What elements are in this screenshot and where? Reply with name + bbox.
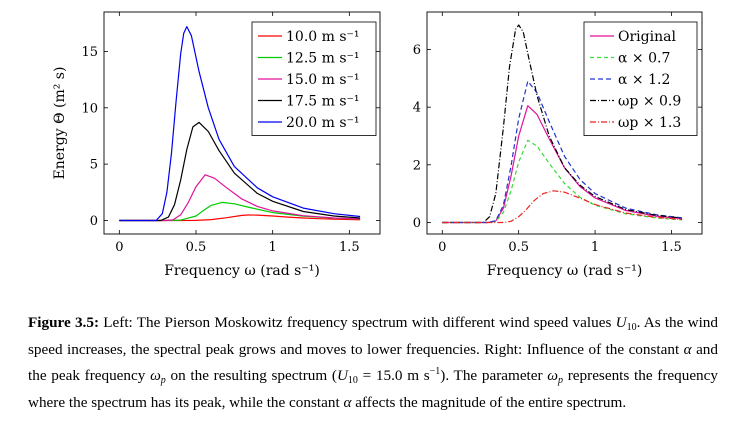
series-line <box>119 214 361 222</box>
right-chart: 0 0.5 1 1.5 0 2 4 6 Frequency ω (rad s⁻¹) Origina… <box>413 11 703 279</box>
caption-text: and the peak frequency <box>28 341 718 384</box>
caption-symbol: U <box>615 314 627 331</box>
legend: 10.0 m s⁻¹ 12.5 m s⁻¹ 15.0 m s⁻¹ 17.5 m s⁻¹… <box>251 21 377 136</box>
legend-label: 20.0 m s⁻¹ <box>286 115 360 131</box>
caption-subscript: 10 <box>347 375 358 386</box>
caption-label: Figure 3.5: <box>28 314 100 331</box>
caption-subscript: p <box>558 375 564 386</box>
legend: Original α × 0.7 α × 1.2 ωp × 0.9 ωp × 1.3 <box>583 21 698 136</box>
caption-subscript: 10 <box>626 322 637 333</box>
x-axis-label: Frequency ω (rad s⁻¹) <box>164 263 320 279</box>
legend-label: ωp × 0.9 <box>618 94 681 110</box>
y-axis-label: Energy Θ (m² s) <box>52 67 68 180</box>
figure-caption: Figure 3.5: Left: The Pierson Moskowitz … <box>28 312 718 414</box>
series-line <box>442 190 683 224</box>
caption-superscript: −1 <box>429 366 441 377</box>
caption-text: Left: The Pierson Moskowitz frequency sp… <box>99 314 616 331</box>
y-tick-label: 6 <box>413 43 421 58</box>
caption-symbol: ω <box>547 367 559 384</box>
series-line <box>119 121 361 222</box>
x-tick-label: 1.5 <box>339 240 360 255</box>
y-tick-label: 4 <box>413 101 421 116</box>
caption-symbol: α <box>343 394 352 411</box>
legend-label: α × 0.7 <box>618 51 670 67</box>
caption-symbol: ω <box>150 367 161 384</box>
series-line <box>442 80 683 224</box>
series-line <box>119 174 361 222</box>
legend-label: Original <box>618 29 676 45</box>
caption-text: . As the wind speed increases, the spect… <box>28 314 718 358</box>
x-tick-label: 0.5 <box>186 240 207 255</box>
caption-symbol: α <box>683 341 692 358</box>
series-line <box>442 24 683 224</box>
x-tick-label: 1 <box>269 240 277 255</box>
series-line <box>119 26 361 222</box>
legend-label: 10.0 m s⁻¹ <box>286 29 360 45</box>
y-tick-label: 10 <box>81 101 98 116</box>
plot-frame <box>103 11 381 235</box>
caption-subscript: p <box>160 375 166 386</box>
x-tick-label: 1 <box>591 240 599 255</box>
caption-text: on the resulting spectrum ( <box>165 367 337 384</box>
y-tick-label: 0 <box>413 216 421 231</box>
x-tick-label: 1.5 <box>661 240 682 255</box>
legend-label: α × 1.2 <box>618 72 670 88</box>
legend-label: ωp × 1.3 <box>618 115 681 131</box>
caption-text: represents the frequency where the spect… <box>28 367 718 411</box>
x-tick-label: 0 <box>438 240 446 255</box>
y-tick-label: 0 <box>90 214 98 229</box>
legend-label: 15.0 m s⁻¹ <box>286 72 360 88</box>
y-tick-label: 5 <box>90 158 98 173</box>
caption-text: ). The parameter <box>440 367 548 384</box>
series-line <box>442 139 683 224</box>
x-tick-label: 0 <box>115 240 123 255</box>
x-tick-label: 0.5 <box>508 240 529 255</box>
y-tick-label: 15 <box>81 45 98 60</box>
x-axis-label: Frequency ω (rad s⁻¹) <box>487 263 643 279</box>
legend-label: 17.5 m s⁻¹ <box>286 94 360 110</box>
y-tick-label: 2 <box>413 158 421 173</box>
legend-label: 12.5 m s⁻¹ <box>286 51 360 67</box>
caption-symbol: U <box>336 367 348 384</box>
caption-text: affects the magnitude of the entire spec… <box>351 394 627 411</box>
caption-text: = 15.0 m s <box>357 367 430 384</box>
left-chart: 0 0.5 1 1.5 0 5 10 15 Frequency ω (rad s⁻¹) Energ… <box>52 11 381 279</box>
plot-frame <box>426 11 703 235</box>
